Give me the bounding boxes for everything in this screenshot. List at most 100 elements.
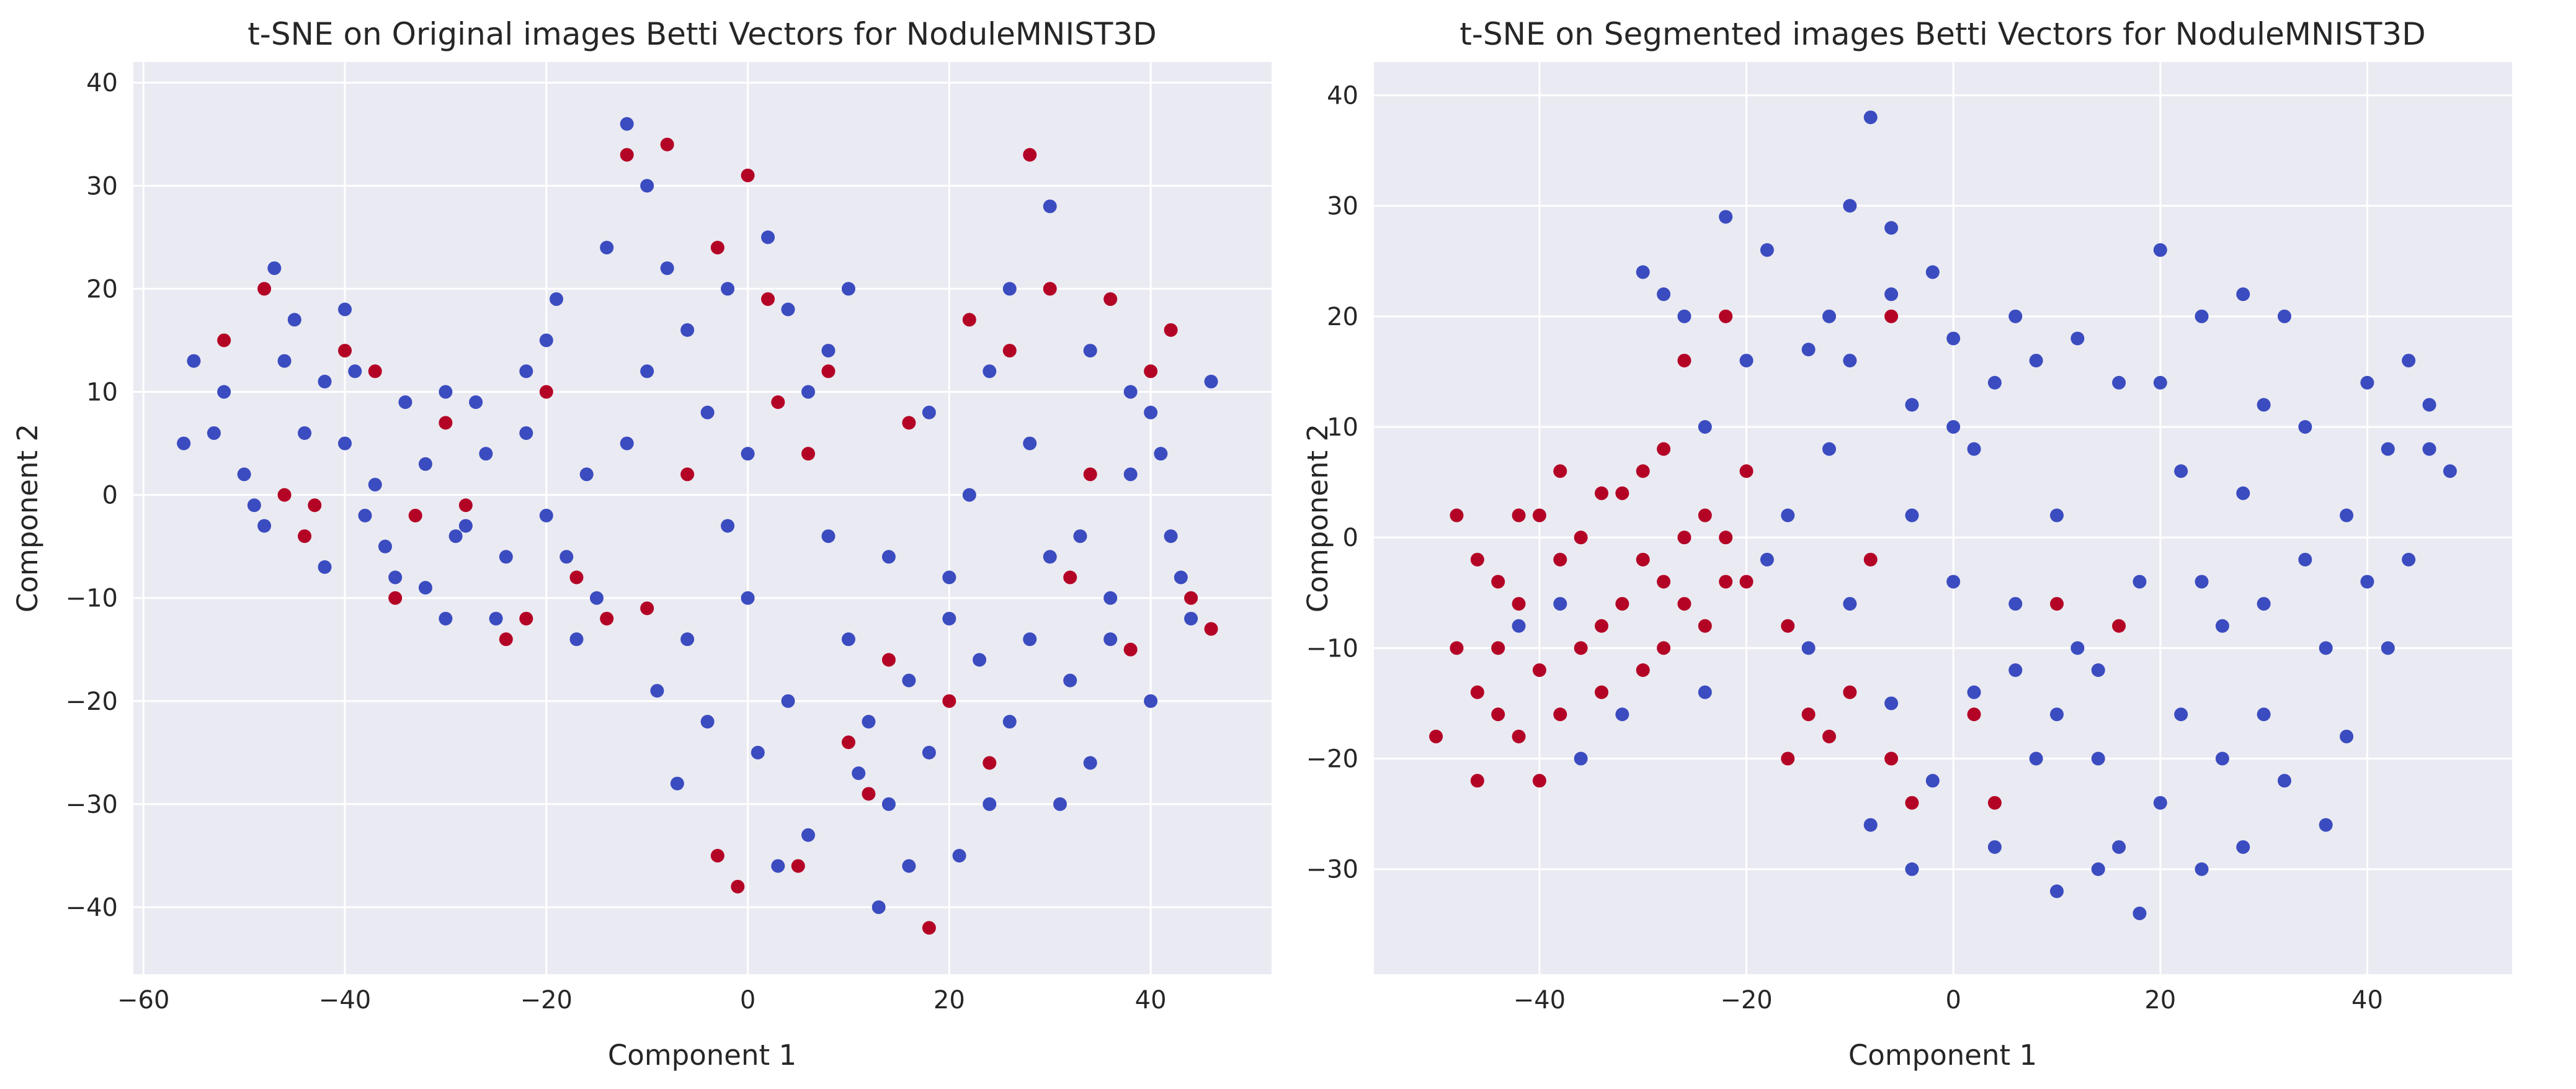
data-point (539, 385, 553, 399)
data-point (620, 117, 634, 131)
data-point (1636, 265, 1650, 279)
data-point (620, 436, 634, 450)
data-point (1491, 641, 1505, 655)
data-point (398, 395, 412, 410)
data-point (1822, 729, 1836, 743)
data-point (771, 859, 785, 873)
data-point (1719, 210, 1733, 224)
data-point (1863, 110, 1878, 125)
data-point (358, 508, 372, 522)
data-point (277, 488, 292, 502)
x-tick-label: 20 (934, 986, 965, 1015)
data-point (922, 921, 936, 935)
data-point (1429, 729, 1443, 743)
data-point (721, 282, 735, 296)
data-point (821, 364, 836, 379)
data-point (1574, 531, 1588, 545)
data-point (2257, 597, 2271, 611)
data-point (1739, 575, 1754, 589)
data-point (2422, 398, 2436, 412)
data-point (881, 653, 896, 667)
data-point (973, 653, 987, 667)
data-point (942, 611, 956, 625)
data-point (458, 519, 473, 533)
data-point (771, 395, 785, 410)
data-point (267, 261, 282, 276)
data-point (1863, 552, 1878, 567)
data-point (1470, 774, 1484, 788)
data-point (1677, 354, 1691, 368)
data-point (640, 364, 654, 379)
data-point (1884, 751, 1899, 766)
data-point (1698, 508, 1712, 522)
data-point (1657, 575, 1671, 589)
data-point (2133, 907, 2147, 920)
data-point (2298, 420, 2312, 434)
data-point (801, 385, 816, 399)
data-point (640, 179, 654, 193)
y-tick-label: 20 (1327, 303, 1358, 331)
data-point (710, 848, 724, 863)
x-axis-label: Component 1 (1848, 1039, 2037, 1072)
data-point (1184, 591, 1198, 605)
data-point (2298, 552, 2312, 567)
data-point (1553, 707, 1567, 722)
data-point (902, 859, 916, 873)
data-point (781, 694, 795, 708)
data-point (2008, 597, 2023, 611)
data-point (408, 508, 422, 522)
y-axis-label: Component 2 (11, 424, 44, 612)
x-tick-label: −20 (1720, 986, 1772, 1015)
y-tick-label: 40 (1327, 81, 1358, 110)
data-point (710, 240, 724, 254)
data-point (761, 292, 775, 307)
data-point (1491, 575, 1505, 589)
data-point (801, 828, 816, 842)
data-point (1822, 309, 1836, 323)
data-point (1843, 199, 1857, 213)
data-point (942, 694, 956, 708)
data-point (1002, 282, 1017, 296)
data-point (1905, 398, 1919, 412)
data-point (1512, 597, 1526, 611)
data-point (2278, 774, 2291, 788)
data-point (177, 436, 191, 450)
data-point (338, 436, 352, 450)
x-tick-label: 40 (1135, 986, 1167, 1015)
data-point (388, 570, 403, 585)
data-point (2112, 375, 2126, 390)
data-point (721, 519, 735, 533)
data-point (1884, 287, 1899, 302)
data-point (2402, 552, 2416, 567)
data-point (620, 148, 634, 162)
data-point (2174, 464, 2188, 478)
data-point (318, 374, 332, 388)
data-point (983, 797, 997, 811)
data-point (1174, 570, 1188, 585)
data-point (1760, 552, 1774, 567)
data-point (2070, 641, 2085, 655)
data-point (1677, 597, 1691, 611)
data-point (1781, 508, 1795, 522)
data-point (871, 900, 886, 915)
x-tick-label: 20 (2144, 986, 2176, 1015)
data-point (741, 591, 755, 605)
data-point (1843, 597, 1857, 611)
data-point (1204, 374, 1218, 388)
gridlines (1374, 62, 2512, 974)
data-point (418, 457, 432, 471)
data-point (1884, 221, 1899, 235)
data-point (2195, 575, 2209, 589)
data-point (1595, 685, 1608, 699)
data-point (298, 426, 312, 440)
data-point (1987, 795, 2002, 810)
data-point (600, 240, 614, 254)
data-point (2050, 508, 2064, 522)
data-point (1532, 663, 1546, 677)
data-point (338, 302, 352, 316)
data-point (1905, 795, 1919, 810)
data-point (1884, 309, 1899, 323)
data-point (2112, 619, 2126, 633)
data-point (650, 684, 664, 698)
data-point (983, 756, 997, 770)
